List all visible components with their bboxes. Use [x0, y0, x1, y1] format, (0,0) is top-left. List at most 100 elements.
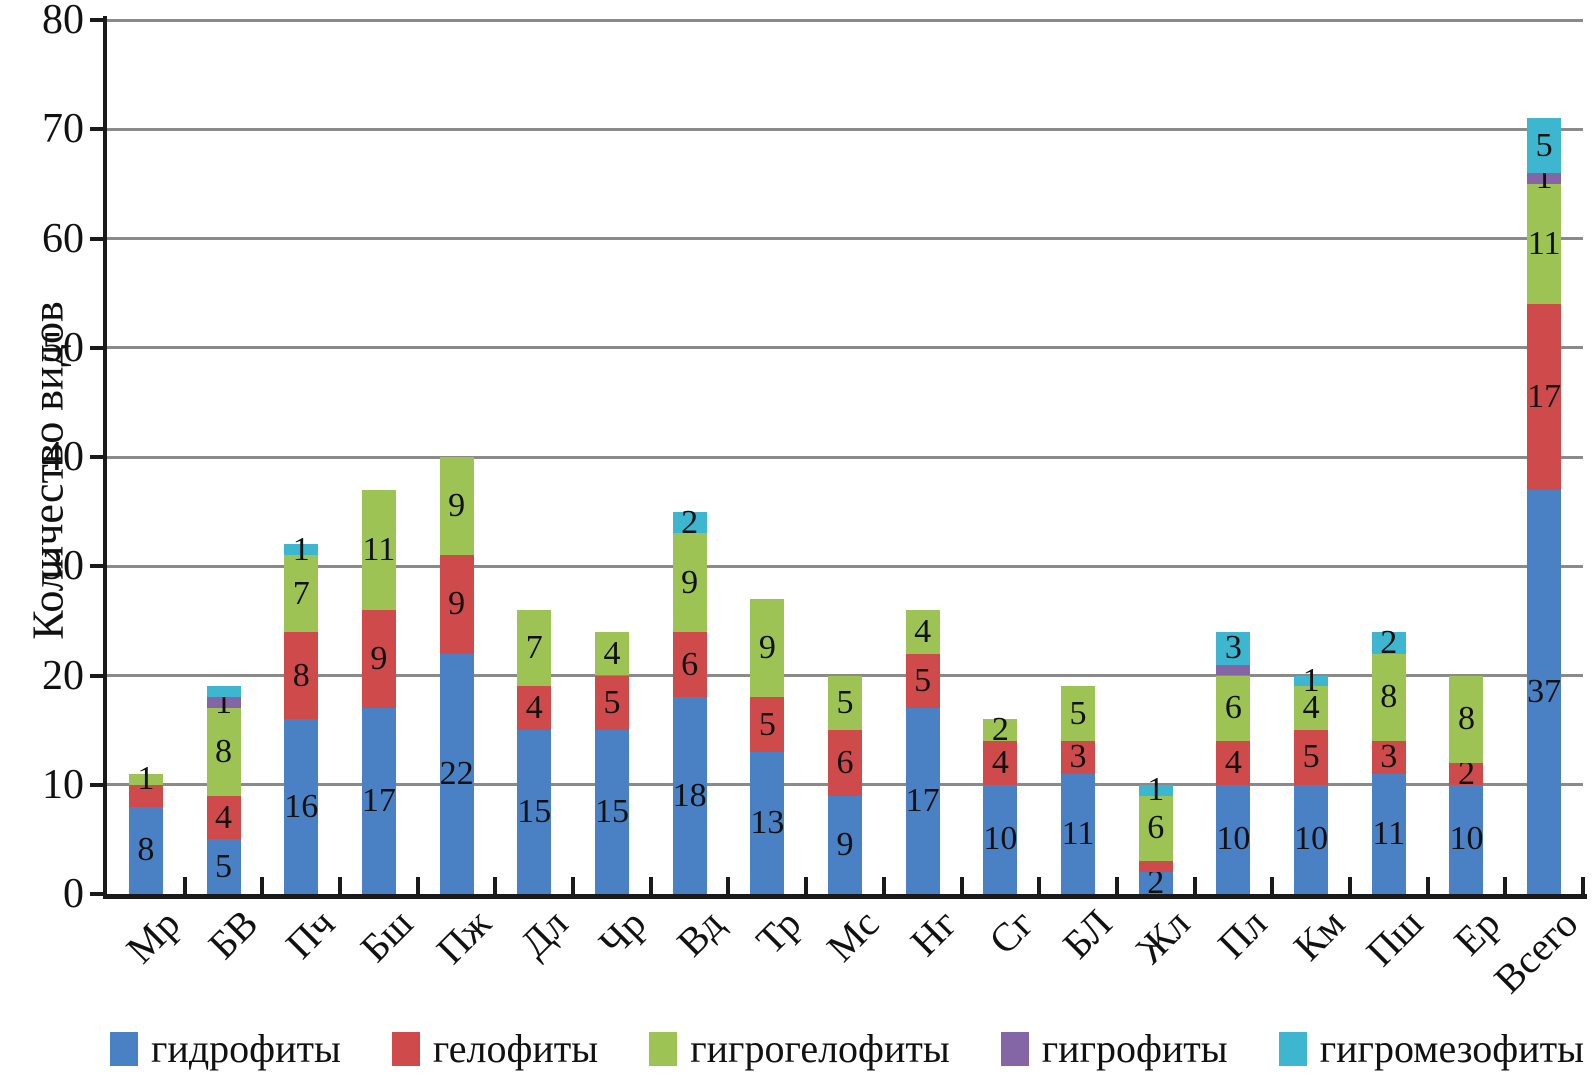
bar-segment-Дл-гидрофиты	[517, 730, 552, 894]
bar-value-label: 37	[1527, 672, 1562, 710]
bar-segment-Жл-гигромезофиты	[1138, 784, 1173, 796]
bar-segment-Сг-гелофиты	[983, 741, 1018, 785]
x-tick-8	[726, 877, 731, 894]
bar-segment-Всего-гигрофиты	[1527, 172, 1562, 184]
bar-segment-БЛ-гидрофиты	[1061, 773, 1096, 894]
y-tick-20	[90, 673, 103, 678]
legend-label-гигрофиты: гигрофиты	[1041, 1026, 1228, 1071]
y-axis-line	[103, 16, 107, 899]
bar-value-label: 4	[1302, 689, 1320, 727]
x-tick-10	[881, 877, 886, 894]
legend-swatch-гигрогелофиты	[649, 1032, 678, 1066]
x-tick-17	[1425, 877, 1430, 894]
y-tick-label-20: 20	[42, 652, 84, 699]
gridline-40	[107, 455, 1583, 459]
bar-value-label: 2	[1457, 754, 1475, 792]
bar-value-label: 5	[215, 847, 233, 885]
bar-value-label: 5	[1069, 694, 1087, 732]
bar-value-label: 17	[1527, 377, 1562, 415]
legend-label-гигромезофиты: гигромезофиты	[1319, 1026, 1584, 1071]
bar-segment-Пж-гелофиты	[439, 555, 474, 654]
bar-value-label: 9	[836, 825, 854, 863]
legend-item-гигромезофиты: гигромезофиты	[1278, 1026, 1584, 1071]
bar-value-label: 15	[517, 793, 552, 831]
bar-value-label: 13	[750, 803, 785, 841]
bar-segment-БЛ-гелофиты	[1061, 741, 1096, 774]
bar-value-label: 4	[991, 743, 1009, 781]
bar-value-label: 10	[1294, 820, 1329, 858]
legend: гидрофиты гелофиты гигрогелофиты гигрофиты г…	[110, 1022, 1584, 1076]
x-tick-12	[1037, 877, 1042, 894]
bar-value-label: 2	[991, 711, 1009, 749]
bar-value-label: 18	[672, 776, 707, 814]
bar-value-label: 3	[1380, 738, 1398, 776]
legend-swatch-гигрофиты	[1000, 1032, 1029, 1066]
bar-segment-Вд-гидрофиты	[672, 697, 707, 894]
bar-segment-Км-гидрофиты	[1294, 784, 1329, 894]
gridline-50	[107, 346, 1583, 350]
bar-value-label: 5	[836, 683, 854, 721]
legend-item-гигрофиты: гигрофиты	[1000, 1026, 1228, 1071]
bar-value-label: 2	[681, 503, 699, 541]
bar-value-label: 11	[362, 530, 396, 568]
y-tick-80	[90, 18, 103, 22]
bar-value-label: 6	[681, 645, 699, 683]
bar-segment-Пч-гелофиты	[284, 631, 319, 720]
y-tick-60	[90, 236, 103, 241]
bar-value-label: 9	[758, 629, 776, 667]
bar-segment-Бш-гелофиты	[361, 609, 396, 709]
bar-segment-Пш-гигрогелофиты	[1371, 653, 1406, 742]
legend-label-гелофиты: гелофиты	[432, 1026, 599, 1071]
bar-segment-Мр-гелофиты	[128, 784, 163, 807]
x-tick-5	[493, 877, 498, 894]
bar-segment-Пш-гигромезофиты	[1371, 631, 1406, 654]
legend-swatch-гигромезофиты	[1278, 1032, 1307, 1066]
bar-segment-Бш-гидрофиты	[361, 708, 396, 894]
gridline-60	[107, 237, 1583, 240]
bar-segment-Всего-гигрогелофиты	[1527, 183, 1562, 305]
bar-value-label: 1	[137, 760, 155, 798]
bar-segment-Мс-гидрофиты	[828, 795, 862, 894]
bar-segment-Тр-гелофиты	[750, 697, 785, 752]
bar-segment-БВ-гигромезофиты	[206, 686, 241, 698]
x-tick-11	[959, 877, 964, 894]
bar-segment-Жл-гидрофиты	[1138, 872, 1173, 894]
bar-segment-БВ-гигрофиты	[206, 697, 241, 709]
bar-segment-Чр-гидрофиты	[594, 730, 629, 894]
gridline-70	[107, 127, 1583, 131]
bar-segment-Ер-гидрофиты	[1449, 784, 1484, 894]
bar-segment-Нг-гигрогелофиты	[905, 609, 940, 654]
x-tick-13	[1114, 877, 1119, 894]
bar-value-label: 10	[1449, 820, 1484, 858]
bar-segment-БЛ-гигрогелофиты	[1061, 686, 1096, 742]
bar-value-label: 9	[681, 563, 699, 601]
bar-segment-БВ-гигрогелофиты	[206, 708, 241, 796]
bar-segment-Нг-гидрофиты	[905, 708, 940, 894]
bar-value-label: 11	[1061, 814, 1095, 852]
legend-swatch-гелофиты	[391, 1032, 420, 1066]
bar-value-label: 8	[215, 732, 233, 770]
bar-segment-Пл-гигромезофиты	[1216, 631, 1251, 665]
legend-label-гидрофиты: гидрофиты	[151, 1026, 341, 1071]
x-tick-18	[1503, 877, 1508, 894]
bar-value-label: 1	[1147, 771, 1165, 809]
gridline-30	[107, 564, 1583, 568]
x-tick-7	[648, 877, 653, 894]
bar-value-label: 6	[1147, 809, 1165, 847]
y-tick-label-70: 70	[42, 106, 84, 153]
bar-segment-Ер-гелофиты	[1449, 762, 1484, 785]
bar-value-label: 4	[1224, 743, 1242, 781]
y-tick-0	[90, 892, 103, 896]
bar-value-label: 3	[1069, 738, 1087, 776]
bar-value-label: 1	[1302, 661, 1320, 699]
bar-segment-Ер-гигрогелофиты	[1449, 675, 1484, 763]
x-tick-19	[1581, 877, 1585, 894]
bar-value-label: 4	[914, 612, 932, 650]
bar-value-label: 17	[361, 782, 396, 820]
bar-segment-Км-гелофиты	[1294, 730, 1329, 785]
bar-segment-Пч-гигромезофиты	[284, 544, 319, 556]
bar-value-label: 4	[525, 689, 543, 727]
bar-value-label: 16	[284, 787, 319, 825]
bar-value-label: 5	[914, 661, 932, 699]
